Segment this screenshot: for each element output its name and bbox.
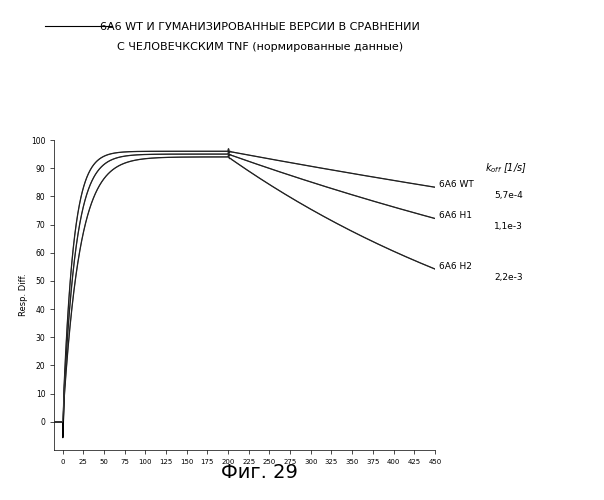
Text: 6A6 WT И ГУМАНИЗИРОВАННЫЕ ВЕРСИИ В СРАВНЕНИИ: 6A6 WT И ГУМАНИЗИРОВАННЫЕ ВЕРСИИ В СРАВН… [100, 22, 420, 32]
Text: 6A6 H1: 6A6 H1 [439, 211, 472, 220]
Text: 2,2e-3: 2,2e-3 [495, 273, 523, 282]
Text: 6A6 H2: 6A6 H2 [439, 262, 472, 270]
Text: 5,7e-4: 5,7e-4 [495, 191, 523, 200]
Y-axis label: Resp. Diff.: Resp. Diff. [19, 274, 28, 316]
Text: 6A6 WT: 6A6 WT [439, 180, 474, 189]
Text: С ЧЕЛОВЕЧКСКИМ TNF (нормированные данные): С ЧЕЛОВЕЧКСКИМ TNF (нормированные данные… [117, 42, 403, 52]
Text: $k_{off}$ [1/s]: $k_{off}$ [1/s] [484, 162, 526, 175]
Text: 1,1e-3: 1,1e-3 [495, 222, 523, 232]
Text: Фиг. 29: Фиг. 29 [221, 464, 298, 482]
